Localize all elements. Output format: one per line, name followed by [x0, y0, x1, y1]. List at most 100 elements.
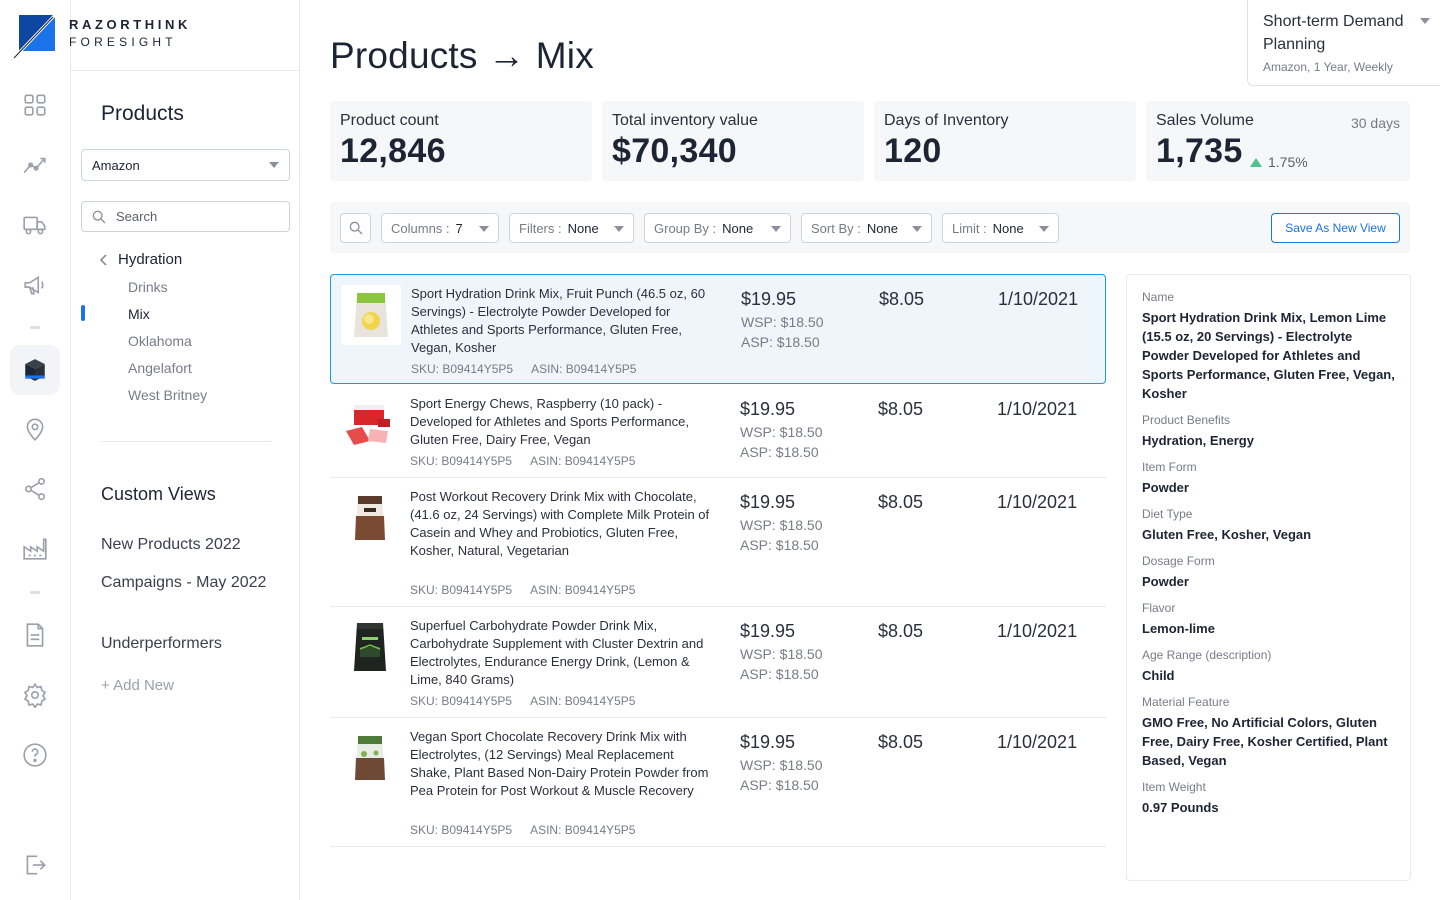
- group-by-dropdown[interactable]: Group By : None: [644, 213, 791, 243]
- detail-label-diet-type: Diet Type: [1142, 507, 1193, 521]
- product-ids: SKU: B09414Y5P5 ASIN: B09414Y5P5: [411, 362, 636, 376]
- tree-item-drinks[interactable]: Drinks: [128, 279, 168, 295]
- dropdown-value: 7: [455, 221, 463, 236]
- detail-value-material-feature: GMO Free, No Artificial Colors, Gluten F…: [1142, 715, 1388, 768]
- sort-by-dropdown[interactable]: Sort By : None: [801, 213, 932, 243]
- chevron-down-icon: [1039, 226, 1049, 232]
- detail-value-name: Sport Hydration Drink Mix, Lemon Lime (1…: [1142, 310, 1395, 401]
- product-thumbnail: [340, 488, 400, 548]
- sidebar-divider: [101, 441, 271, 442]
- product-cost: $8.05: [878, 399, 924, 419]
- product-wsp: WSP: $18.50: [740, 424, 823, 440]
- detail-value-item-weight: 0.97 Pounds: [1142, 800, 1219, 815]
- brand-divider: [71, 70, 300, 71]
- product-ids: SKU: B09414Y5P5 ASIN: B09414Y5P5: [410, 694, 635, 708]
- product-sku: SKU: B09414Y5P5: [410, 583, 513, 597]
- product-wsp: WSP: $18.50: [740, 757, 823, 773]
- chevron-down-icon: [479, 226, 489, 232]
- tree-item-west-britney[interactable]: West Britney: [128, 387, 208, 403]
- add-new-view-button[interactable]: + Add New: [101, 677, 174, 694]
- kpi-value: 1,735: [1156, 132, 1243, 170]
- tree-item-oklahoma[interactable]: Oklahoma: [128, 333, 192, 349]
- product-sku: SKU: B09414Y5P5: [410, 694, 513, 708]
- detail-label-item-form: Item Form: [1142, 460, 1197, 474]
- kpi-sales-volume: Sales Volume 1,735 30 days 1.75%: [1146, 101, 1410, 181]
- truck-icon[interactable]: [20, 210, 50, 240]
- icon-rail: [0, 0, 71, 900]
- brand-line-1: RAZORTHINK: [69, 17, 191, 32]
- dashboard-icon[interactable]: [20, 90, 50, 120]
- custom-view-campaigns[interactable]: Campaigns - May 2022: [101, 574, 267, 591]
- custom-views-title: Custom Views: [101, 484, 216, 504]
- planning-context-selector[interactable]: Short-term Demand Planning Amazon, 1 Yea…: [1247, 0, 1440, 86]
- detail-label-item-weight: Item Weight: [1142, 780, 1206, 794]
- custom-view-new-products[interactable]: New Products 2022: [101, 536, 241, 553]
- product-row[interactable]: Superfuel Carbohydrate Powder Drink Mix,…: [330, 607, 1106, 718]
- trend-icon[interactable]: [20, 150, 50, 180]
- product-asin: ASIN: B09414Y5P5: [530, 823, 636, 837]
- brand-line-2: FORESIGHT: [69, 35, 177, 49]
- kpi-delta-value: 1.75%: [1268, 154, 1308, 170]
- product-price: $19.95: [740, 621, 796, 641]
- save-as-new-view-button[interactable]: Save As New View: [1271, 213, 1400, 243]
- product-row[interactable]: Sport Hydration Drink Mix, Fruit Punch (…: [330, 274, 1106, 384]
- tree-parent-label: Hydration: [118, 251, 183, 268]
- tree-item-mix[interactable]: Mix: [128, 306, 150, 322]
- sidebar-search[interactable]: [81, 201, 290, 232]
- product-name: Superfuel Carbohydrate Powder Drink Mix,…: [410, 618, 704, 687]
- megaphone-icon[interactable]: [20, 270, 50, 300]
- channel-select[interactable]: Amazon: [81, 149, 290, 181]
- product-price: $19.95: [741, 289, 797, 309]
- product-asin: ASIN: B09414Y5P5: [530, 454, 636, 468]
- product-asp: ASP: $18.50: [740, 537, 819, 553]
- product-sku: SKU: B09414Y5P5: [410, 823, 513, 837]
- detail-label-name: Name: [1142, 290, 1175, 304]
- product-wsp: WSP: $18.50: [740, 646, 823, 662]
- product-sku: SKU: B09414Y5P5: [411, 362, 514, 376]
- help-icon[interactable]: [20, 740, 50, 770]
- box-icon[interactable]: [20, 355, 50, 385]
- detail-label-age-range: Age Range (description): [1142, 648, 1272, 662]
- rail-separator: [30, 591, 40, 594]
- product-row[interactable]: Post Workout Recovery Drink Mix with Cho…: [330, 478, 1106, 607]
- location-pin-icon[interactable]: [20, 414, 50, 444]
- search-input[interactable]: [116, 209, 276, 224]
- chevron-down-icon: [1420, 18, 1430, 24]
- custom-view-underperformers[interactable]: Underperformers: [101, 635, 222, 652]
- tree-item-angelafort[interactable]: Angelafort: [128, 360, 192, 376]
- dropdown-label: Group By :: [654, 221, 717, 236]
- product-thumbnail: [340, 728, 400, 788]
- product-date: 1/10/2021: [997, 399, 1078, 419]
- product-cost: $8.05: [879, 289, 925, 309]
- dropdown-value: None: [567, 221, 599, 236]
- tree-parent-hydration[interactable]: Hydration: [99, 251, 182, 268]
- document-icon[interactable]: [20, 620, 50, 650]
- share-icon[interactable]: [20, 474, 50, 504]
- filters-dropdown[interactable]: Filters : None: [509, 213, 634, 243]
- gear-icon[interactable]: [20, 680, 50, 710]
- chevron-down-icon: [614, 226, 624, 232]
- product-cost: $8.05: [878, 492, 924, 512]
- product-row[interactable]: Sport Energy Chews, Raspberry (10 pack) …: [330, 385, 1106, 478]
- toolbar-search-button[interactable]: [340, 213, 371, 243]
- kpi-delta: 1.75%: [1250, 154, 1308, 170]
- dropdown-value: None: [992, 221, 1024, 236]
- kpi-value: $70,340: [612, 132, 738, 170]
- kpi-label: Product count: [340, 112, 439, 129]
- product-asin: ASIN: B09414Y5P5: [530, 694, 636, 708]
- kpi-product-count: Product count 12,846: [330, 101, 592, 181]
- dropdown-label: Sort By :: [811, 221, 861, 236]
- product-row[interactable]: Vegan Sport Chocolate Recovery Drink Mix…: [330, 718, 1106, 847]
- kpi-days-of-inventory: Days of Inventory 120: [874, 101, 1136, 181]
- limit-dropdown[interactable]: Limit : None: [942, 213, 1059, 243]
- logout-icon[interactable]: [20, 850, 50, 880]
- kpi-period: 30 days: [1350, 115, 1400, 131]
- columns-dropdown[interactable]: Columns : 7: [381, 213, 499, 243]
- product-asin: ASIN: B09414Y5P5: [531, 362, 637, 376]
- product-price: $19.95: [740, 399, 796, 419]
- active-indicator: [81, 305, 85, 321]
- product-date: 1/10/2021: [997, 732, 1078, 752]
- factory-icon[interactable]: [20, 534, 50, 564]
- detail-label-material-feature: Material Feature: [1142, 695, 1230, 709]
- kpi-value: 12,846: [340, 132, 446, 170]
